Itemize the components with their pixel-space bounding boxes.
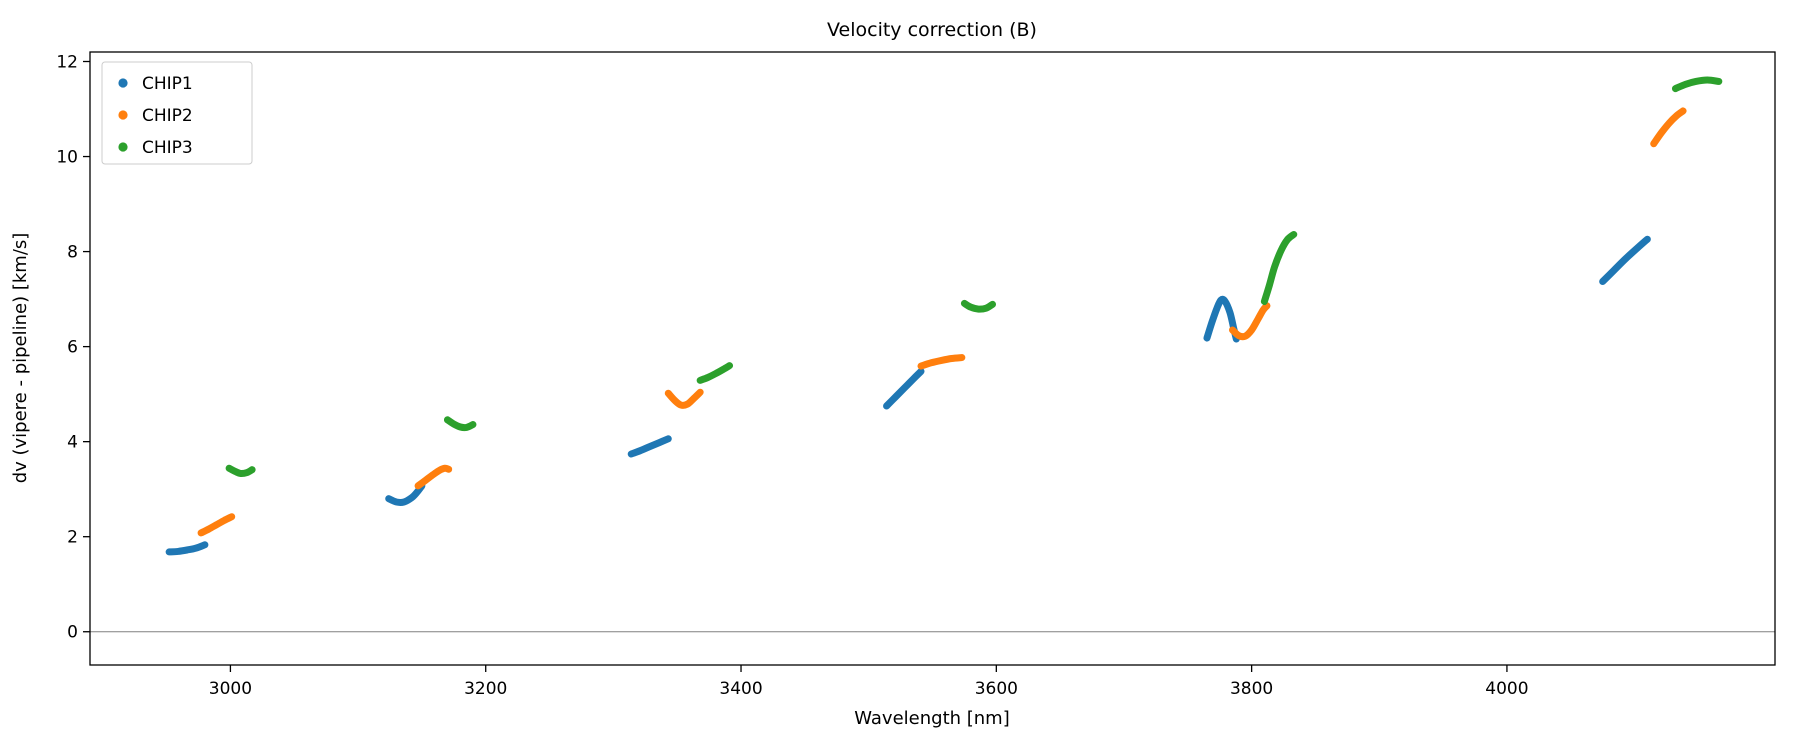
chart-title: Velocity correction (B) (827, 19, 1037, 41)
x-tick-label: 3400 (719, 679, 762, 699)
x-tick-label: 4000 (1485, 679, 1528, 699)
x-tick-label: 3800 (1230, 679, 1273, 699)
y-tick-label: 2 (67, 528, 78, 548)
y-tick-label: 8 (67, 243, 78, 263)
legend: CHIP1 CHIP2 CHIP3 (101, 61, 253, 165)
legend-marker-chip1 (118, 78, 128, 88)
data-segment (1599, 235, 1651, 286)
series-chip3 (225, 76, 1723, 478)
x-tick-label: 3600 (975, 679, 1018, 699)
legend-box (101, 61, 253, 165)
y-tick-label: 10 (56, 148, 78, 168)
data-segment (627, 435, 672, 458)
data-segment (165, 541, 209, 556)
y-tick-label: 0 (67, 623, 78, 643)
legend-label-chip3: CHIP3 (142, 138, 193, 158)
series-chip1 (165, 235, 1651, 556)
x-axis-label: Wavelength [nm] (854, 708, 1010, 729)
data-segment (1228, 302, 1271, 341)
axes-spines (89, 51, 1776, 666)
y-tick-label: 12 (56, 53, 78, 73)
data-segment (1650, 107, 1687, 148)
series-chip2 (197, 107, 1687, 537)
data-segment (1671, 76, 1723, 93)
data-segment (443, 416, 477, 432)
y-axis-label: dv (vipere - pipeline) [km/s] (10, 233, 31, 484)
data-segment (883, 367, 925, 410)
data-segment (917, 354, 966, 370)
x-tick-label: 3200 (464, 679, 507, 699)
data-segment (197, 513, 236, 537)
plot-area: 3000 3200 3400 3600 3800 4000024681012CHIP1CH… (56, 51, 1776, 699)
y-tick-label: 6 (67, 338, 78, 358)
legend-marker-chip3 (118, 142, 128, 152)
data-segment (414, 464, 453, 490)
y-tick-label: 4 (67, 433, 78, 453)
data-segment (960, 299, 996, 313)
legend-label-chip1: CHIP1 (142, 74, 193, 94)
legend-marker-chip2 (118, 110, 128, 120)
x-tick-label: 3000 (209, 679, 252, 699)
legend-label-chip2: CHIP2 (142, 106, 193, 126)
data-segment (225, 464, 256, 478)
data-segment (1260, 230, 1298, 305)
data-segment (664, 388, 704, 409)
data-segment (696, 362, 734, 384)
data-segment (385, 482, 426, 506)
